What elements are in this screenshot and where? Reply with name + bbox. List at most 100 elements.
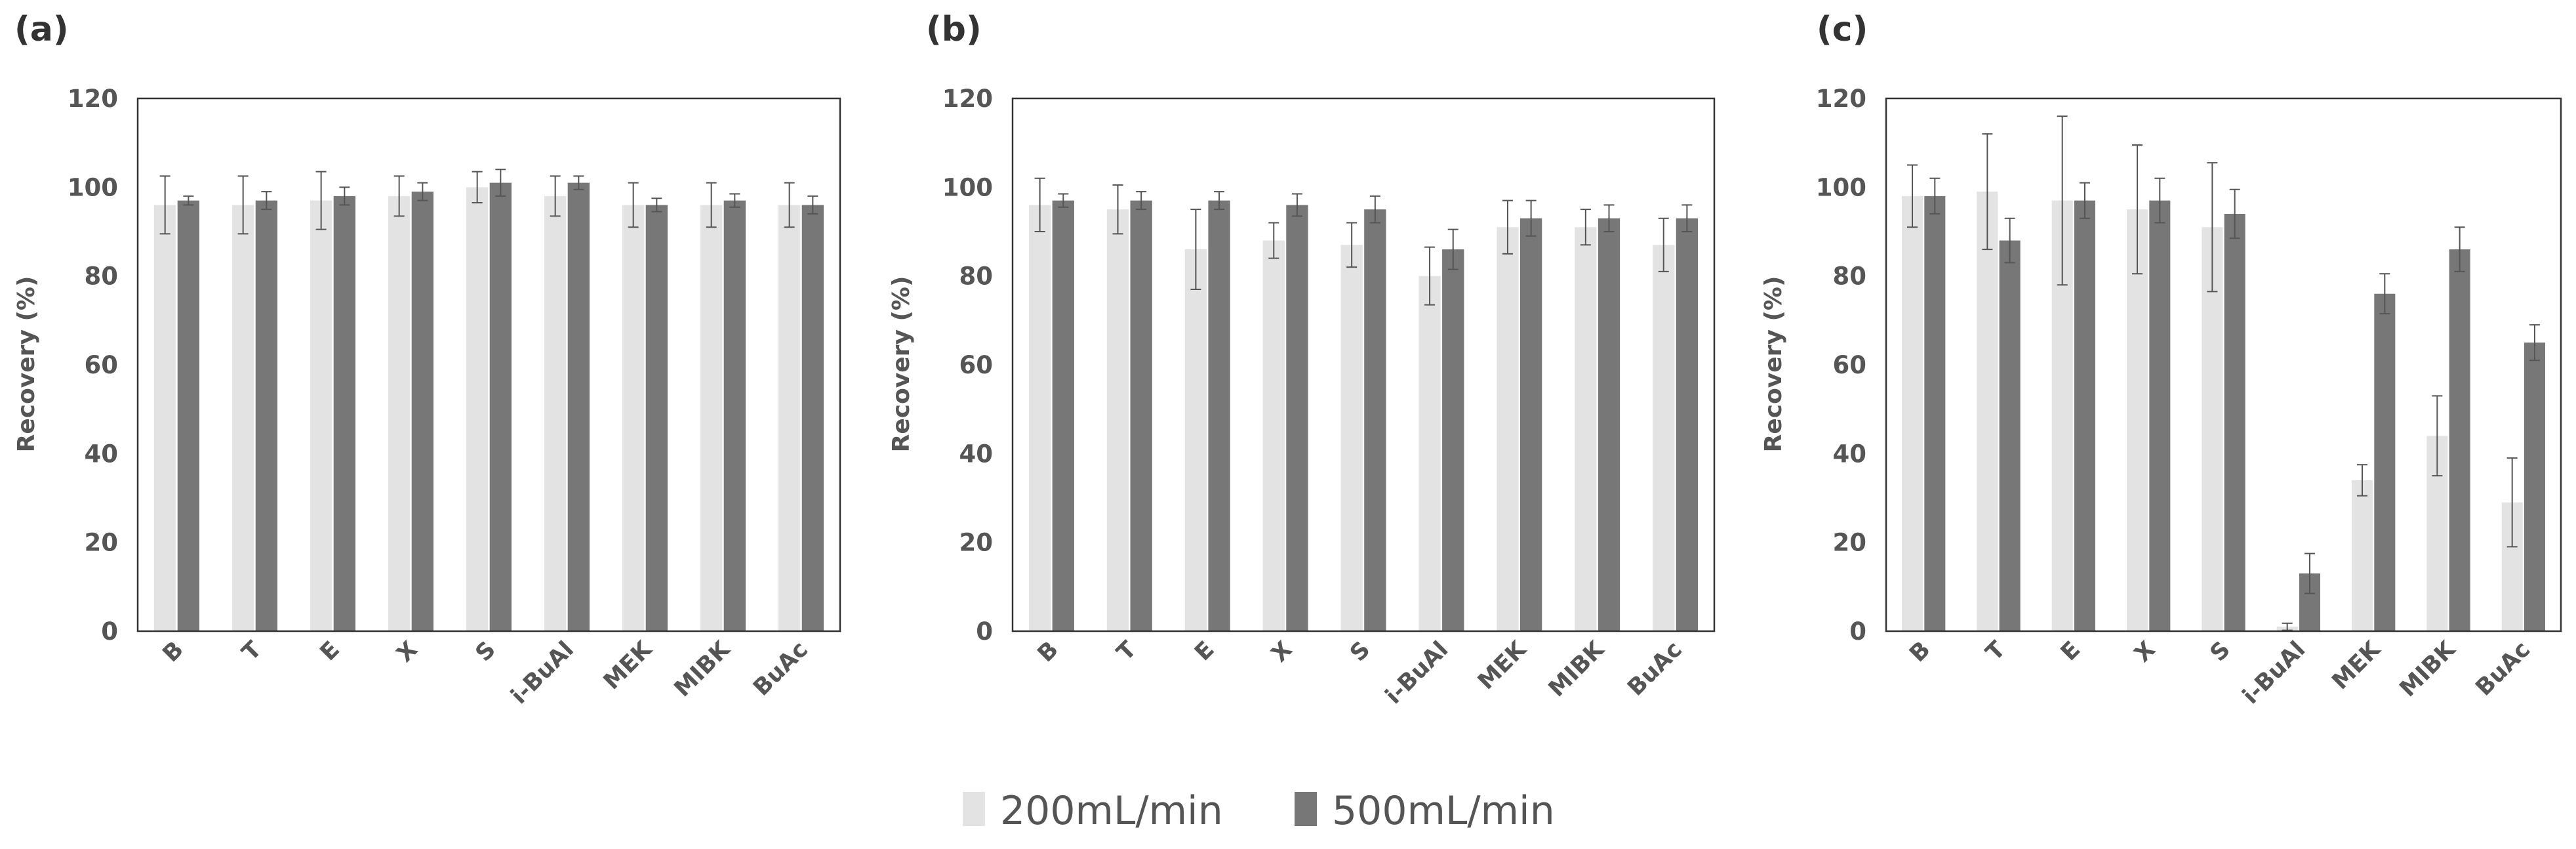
bar-200-B xyxy=(1902,196,1923,631)
bar-200-X xyxy=(2127,209,2148,632)
bar-500-X xyxy=(411,192,434,632)
legend-label-200: 200mL/min xyxy=(1000,788,1223,834)
x-tick-label: T xyxy=(1981,636,2011,666)
y-tick-label: 120 xyxy=(1816,85,1866,113)
bar-200-i-BuAl xyxy=(1419,276,1441,632)
bar-200-S xyxy=(2202,227,2223,631)
bar-500-BuAc xyxy=(1676,218,1699,631)
y-tick-label: 0 xyxy=(976,617,993,646)
x-tick-label: i-BuAl xyxy=(1380,636,1453,709)
bar-200-X xyxy=(388,196,411,631)
y-tick-label: 100 xyxy=(1816,173,1866,201)
x-tick-label: MEK xyxy=(2327,636,2386,695)
legend-swatch-200 xyxy=(963,792,985,826)
bar-500-BuAc xyxy=(801,205,824,631)
x-tick-label: B xyxy=(1904,636,1935,667)
bar-200-B xyxy=(1028,205,1051,631)
x-tick-label: MIBK xyxy=(1544,636,1610,702)
x-tick-label: i-BuAl xyxy=(506,636,579,709)
plot-frame xyxy=(1011,97,1716,632)
x-tick-label: S xyxy=(1345,636,1375,667)
y-tick-label: 100 xyxy=(68,173,118,201)
y-tick-label: 40 xyxy=(1833,440,1867,468)
x-tick-label: E xyxy=(315,636,345,666)
bar-200-BuAc xyxy=(1653,245,1675,631)
bar-200-X xyxy=(1262,240,1285,631)
panel-label: (c) xyxy=(1817,10,1868,49)
plot-frame xyxy=(1885,97,2562,632)
panel-label: (b) xyxy=(926,10,982,49)
x-tick-label: MIBK xyxy=(670,636,736,702)
x-tick-label: MEK xyxy=(599,636,658,695)
legend-swatch-500 xyxy=(1295,792,1317,826)
bar-200-S xyxy=(466,187,489,631)
x-tick-label: X xyxy=(1266,636,1297,667)
x-tick-label: T xyxy=(237,636,267,666)
bar-500-MEK xyxy=(1519,218,1542,631)
bar-500-B xyxy=(1052,200,1074,632)
bar-200-MEK xyxy=(622,205,645,631)
x-tick-label: BuAc xyxy=(1622,636,1687,701)
x-tick-label: X xyxy=(2129,636,2160,667)
bar-200-MEK xyxy=(2352,480,2373,631)
y-tick-label: 20 xyxy=(85,529,119,557)
bar-500-X xyxy=(2149,200,2171,632)
x-tick-label: BuAc xyxy=(2471,636,2536,701)
bar-200-S xyxy=(1340,245,1363,631)
bar-500-T xyxy=(1130,200,1152,632)
x-tick-label: MEK xyxy=(1473,636,1532,695)
legend: 200mL/min 500mL/min xyxy=(963,788,1555,834)
y-tick-label: 80 xyxy=(959,262,994,291)
x-tick-label: B xyxy=(158,636,189,667)
y-tick-label: 60 xyxy=(1833,351,1867,379)
bar-500-T xyxy=(1999,240,2021,631)
y-tick-label: 100 xyxy=(942,173,993,201)
x-tick-label: S xyxy=(471,636,501,667)
bar-500-i-BuAl xyxy=(567,182,590,632)
bar-200-MEK xyxy=(1497,227,1519,631)
plot-frame xyxy=(136,97,841,632)
bar-500-E xyxy=(1208,200,1230,632)
bar-200-MIBK xyxy=(1575,227,1597,631)
y-axis-title: Recovery (%) xyxy=(888,276,915,453)
y-tick-label: 40 xyxy=(85,440,119,468)
x-tick-label: E xyxy=(2056,636,2085,666)
bar-200-E xyxy=(1184,249,1207,632)
bar-500-B xyxy=(1924,196,1946,631)
bar-200-B xyxy=(153,205,176,631)
y-tick-label: 0 xyxy=(101,617,118,646)
bar-500-X xyxy=(1286,205,1308,631)
y-tick-label: 0 xyxy=(1849,617,1866,646)
x-tick-label: X xyxy=(392,636,422,667)
x-tick-label: S xyxy=(2205,636,2236,667)
bar-500-T xyxy=(255,200,278,632)
legend-label-500: 500mL/min xyxy=(1332,788,1555,834)
bar-200-T xyxy=(1106,209,1129,632)
x-tick-label: BuAc xyxy=(748,636,813,701)
x-tick-label: i-BuAl xyxy=(2238,636,2310,709)
x-tick-label: B xyxy=(1033,636,1064,667)
bar-500-MIBK xyxy=(723,200,746,632)
bar-200-i-BuAl xyxy=(544,196,567,631)
bar-500-MIBK xyxy=(1598,218,1620,631)
y-axis-title: Recovery (%) xyxy=(1760,276,1787,453)
y-tick-label: 120 xyxy=(942,85,993,113)
bar-200-T xyxy=(1977,192,1998,632)
bar-500-E xyxy=(333,196,356,631)
bar-500-MEK xyxy=(2374,293,2396,631)
bar-200-T xyxy=(231,205,254,631)
bar-500-B xyxy=(177,200,200,632)
y-tick-label: 40 xyxy=(959,440,994,468)
bar-500-S xyxy=(2224,213,2245,631)
bar-200-E xyxy=(310,200,332,632)
bar-500-MIBK xyxy=(2449,249,2470,632)
y-tick-label: 20 xyxy=(959,529,994,557)
bar-200-MIBK xyxy=(700,205,723,631)
x-tick-label: T xyxy=(1112,636,1142,666)
